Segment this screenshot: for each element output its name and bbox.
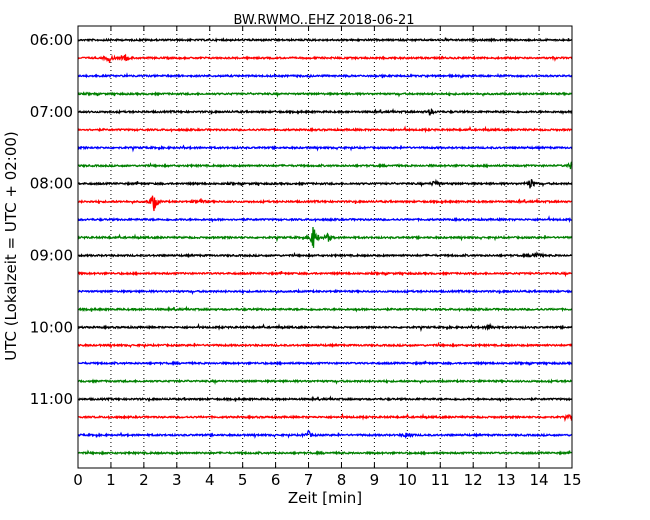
trace-line: [77, 449, 573, 456]
x-tick-label: 1: [106, 471, 116, 489]
x-tick-label: 9: [370, 471, 380, 489]
trace-line: [77, 144, 573, 153]
trace-line: [77, 270, 573, 278]
plot-frame: [77, 25, 573, 469]
trace-line: [77, 429, 573, 439]
x-tick-label: 3: [172, 471, 182, 489]
trace-line: [77, 72, 573, 80]
x-tick-label: 8: [337, 471, 347, 489]
x-tick-label: 14: [530, 471, 549, 489]
trace-line: [77, 107, 573, 116]
y-tick-label: 11:00: [30, 390, 73, 408]
x-tick-label: 6: [271, 471, 281, 489]
y-tick-label: 06:00: [30, 31, 73, 49]
trace-line: [77, 377, 573, 386]
x-tick-label: 12: [464, 471, 483, 489]
x-tick-label: 10: [398, 471, 417, 489]
y-tick-label: 09:00: [30, 246, 73, 264]
x-tick-label: 13: [497, 471, 516, 489]
trace-line: [77, 395, 573, 403]
trace-line: [77, 195, 573, 212]
grid-lines: [110, 26, 540, 468]
x-tick-label: 4: [205, 471, 215, 489]
trace-line: [77, 53, 573, 63]
trace-line: [77, 412, 573, 423]
trace-line: [77, 90, 573, 98]
trace-line: [77, 37, 573, 43]
x-tick-label: 11: [431, 471, 450, 489]
x-tick-label: 2: [139, 471, 149, 489]
x-axis-label: Zeit [min]: [288, 489, 362, 507]
x-tick-label: 5: [238, 471, 248, 489]
trace-line: [77, 305, 573, 313]
trace-line: [77, 322, 573, 333]
y-tick-label: 07:00: [30, 103, 73, 121]
x-tick-label: 7: [304, 471, 314, 489]
axis-ticks: 0 1 2 3 4 5 6 7 8 9 10 11 12 13 14 1506:0007:0008:0009:…: [30, 26, 582, 489]
trace-line: [77, 215, 573, 224]
trace-line: [77, 178, 573, 189]
trace-line: [77, 341, 573, 350]
trace-line: [77, 226, 573, 248]
x-tick-label: 15: [562, 471, 581, 489]
trace-line: [77, 288, 573, 296]
x-tick-label: 0: [73, 471, 83, 489]
y-axis-label: UTC (Lokalzeit = UTC + 02:00): [2, 131, 20, 361]
trace-line: [77, 161, 573, 170]
y-tick-label: 10:00: [30, 318, 73, 336]
y-tick-label: 08:00: [30, 175, 73, 193]
chart-title: BW.RWMO..EHZ 2018-06-21: [233, 13, 414, 28]
trace-line: [77, 125, 573, 134]
trace-line: [77, 360, 573, 367]
trace-line: [77, 251, 573, 259]
seismic-traces: [77, 37, 573, 456]
